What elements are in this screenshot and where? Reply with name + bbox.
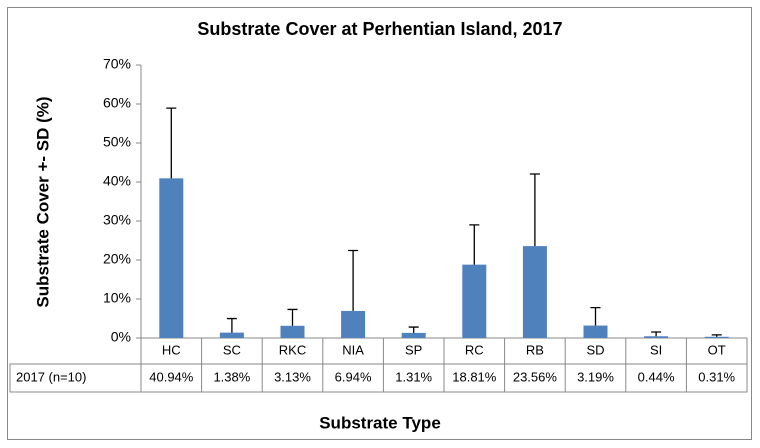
x-tick-label: RKC xyxy=(279,342,306,357)
table-value: 6.94% xyxy=(335,369,372,384)
bar xyxy=(159,178,184,338)
error-bar xyxy=(226,317,237,333)
y-axis-label: Substrate Cover +- SD (%) xyxy=(33,96,52,307)
table-value: 40.94% xyxy=(149,369,194,384)
legend-label: 2017 (n=10) xyxy=(16,369,86,384)
y-tick-label: 70% xyxy=(103,56,131,72)
bar xyxy=(280,325,305,338)
table-value: 1.38% xyxy=(213,369,250,384)
y-tick-label: 60% xyxy=(103,95,131,111)
table-value: 0.31% xyxy=(698,369,735,384)
table-value: 0.44% xyxy=(638,369,675,384)
x-tick-label: SP xyxy=(405,342,422,357)
x-tick-label: SI xyxy=(650,342,662,357)
y-tick-label: 50% xyxy=(103,134,131,150)
x-tick-label: HC xyxy=(162,342,181,357)
table-value: 3.19% xyxy=(577,369,614,384)
y-tick-label: 30% xyxy=(103,212,131,228)
chart-border xyxy=(7,7,752,440)
chart-title: Substrate Cover at Perhentian Island, 20… xyxy=(197,19,562,39)
bar xyxy=(522,246,547,338)
table-value: 18.81% xyxy=(452,369,497,384)
error-bar xyxy=(590,306,601,326)
error-bar xyxy=(166,107,177,179)
bar xyxy=(644,336,669,338)
error-bar xyxy=(651,331,662,337)
table-value: 3.13% xyxy=(274,369,311,384)
x-tick-label: RC xyxy=(465,342,484,357)
bar xyxy=(401,332,426,338)
bar xyxy=(704,336,729,338)
table-value: 1.31% xyxy=(395,369,432,384)
x-tick-label: RB xyxy=(526,342,544,357)
x-tick-label: SC xyxy=(223,342,241,357)
x-tick-label: SD xyxy=(586,342,604,357)
bar xyxy=(462,264,487,338)
error-bar xyxy=(348,249,359,311)
error-bar xyxy=(469,224,480,265)
y-tick-label: 20% xyxy=(103,251,131,267)
table-value: 23.56% xyxy=(513,369,558,384)
y-tick-label: 10% xyxy=(103,290,131,306)
y-tick-label: 40% xyxy=(103,173,131,189)
error-bar xyxy=(408,326,419,333)
x-tick-label: OT xyxy=(708,342,726,357)
error-bar xyxy=(711,334,722,337)
x-tick-label: NIA xyxy=(342,342,364,357)
x-axis-label: Substrate Type xyxy=(319,413,441,432)
error-bar xyxy=(529,173,540,247)
bar xyxy=(341,310,366,338)
error-bar xyxy=(287,308,298,326)
bar xyxy=(583,325,608,338)
y-tick-label: 0% xyxy=(111,329,131,345)
bar xyxy=(219,332,244,338)
